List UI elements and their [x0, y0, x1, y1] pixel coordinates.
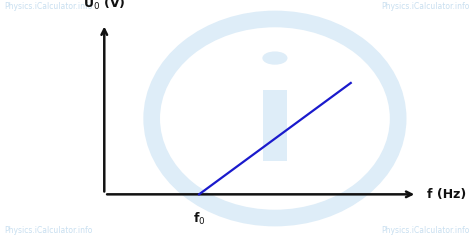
Text: f$_0$: f$_0$ — [193, 211, 205, 227]
Text: Physics.iCalculator.info: Physics.iCalculator.info — [5, 2, 93, 11]
Text: Physics.iCalculator.info: Physics.iCalculator.info — [381, 226, 469, 235]
Text: Physics.iCalculator.info: Physics.iCalculator.info — [5, 226, 93, 235]
Text: f (Hz): f (Hz) — [427, 188, 466, 201]
Bar — [263, 90, 287, 161]
Text: Physics.iCalculator.info: Physics.iCalculator.info — [381, 2, 469, 11]
Circle shape — [263, 52, 287, 64]
Text: U$_0$ (V): U$_0$ (V) — [83, 0, 126, 12]
